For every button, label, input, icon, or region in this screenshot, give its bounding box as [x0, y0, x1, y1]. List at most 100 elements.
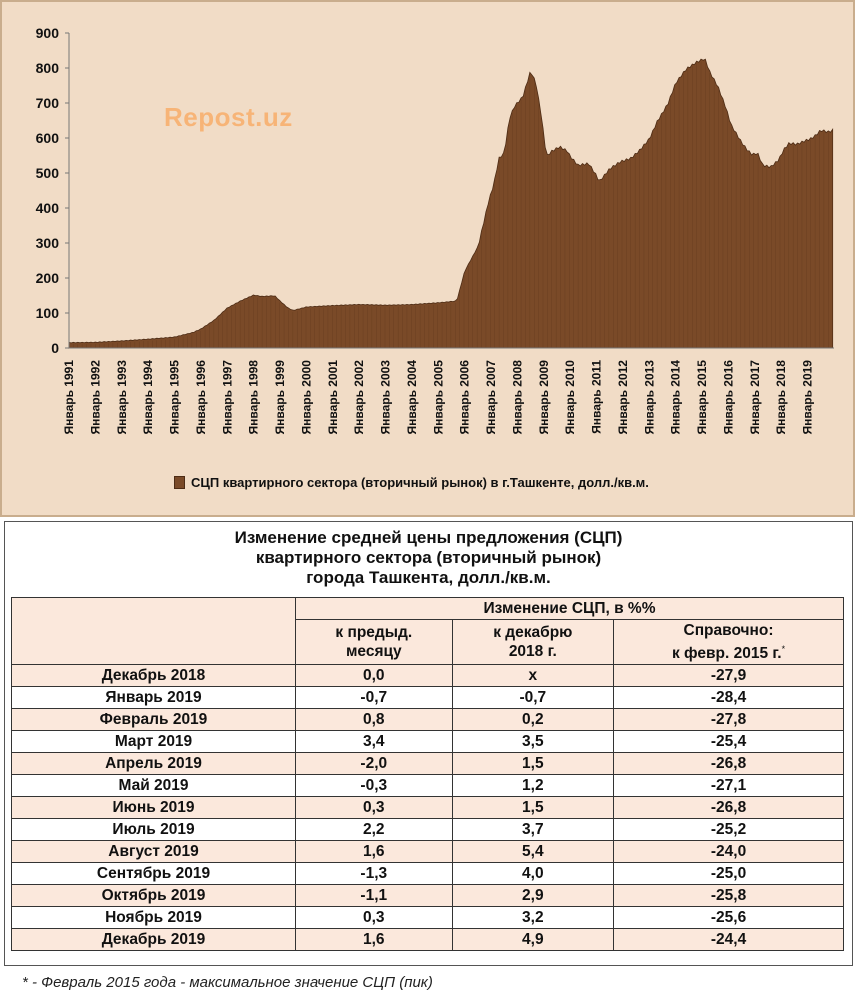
chart-panel: 900 800 700 600 500 400 300 200 100 0 Январь 1991 Я…: [0, 0, 855, 517]
feb-2015-value: -28,4: [613, 686, 844, 709]
dec-2018-value: 3,5: [451, 730, 615, 753]
table-title-line-1: Изменение средней цены предложения (СЦП): [234, 528, 623, 547]
prev-month-value: 1,6: [295, 928, 453, 951]
feb-2015-value: -25,8: [613, 884, 844, 907]
dec-2018-value: 4,0: [451, 862, 615, 885]
prev-month-value: -0,7: [295, 686, 453, 709]
x-tick-label: Январь 1995: [168, 360, 182, 435]
dec-2018-value: х: [451, 664, 615, 687]
corner-cell: [11, 597, 296, 665]
dec-2018-value: -0,7: [451, 686, 615, 709]
row-label: Январь 2019: [11, 686, 296, 709]
feb-2015-value: -25,2: [613, 818, 844, 841]
y-tick-label: 900: [36, 25, 60, 41]
col3-header-line-1: Справочно:: [683, 621, 774, 639]
x-tick-label: Январь 1997: [220, 360, 234, 435]
row-label: Март 2019: [11, 730, 296, 753]
col-header-feb-2015: Справочно: к февр. 2015 г.*: [613, 619, 844, 665]
table-row: Июнь 2019 0,3 1,5 -26,8: [11, 796, 844, 819]
table-row: Декабрь 2019 1,6 4,9 -24,4: [11, 928, 844, 951]
dec-2018-value: 3,7: [451, 818, 615, 841]
table-row: Март 2019 3,4 3,5 -25,4: [11, 730, 844, 753]
row-label: Ноябрь 2019: [11, 906, 296, 929]
feb-2015-value: -26,8: [613, 796, 844, 819]
x-tick-label: Январь 2010: [563, 360, 577, 435]
x-tick-label: Январь 2009: [537, 360, 551, 435]
prev-month-value: 1,6: [295, 840, 453, 863]
x-tick-label: Январь 1994: [141, 360, 155, 435]
row-label: Июнь 2019: [11, 796, 296, 819]
dec-2018-value: 4,9: [451, 928, 615, 951]
x-tick-label: Январь 2003: [379, 360, 393, 435]
prev-month-value: 2,2: [295, 818, 453, 841]
dec-2018-value: 1,5: [451, 796, 615, 819]
prev-month-value: -2,0: [295, 752, 453, 775]
x-tick-label: Январь 1992: [88, 360, 102, 435]
prev-month-value: 0,3: [295, 906, 453, 929]
chart-legend: СЦП квартирного сектора (вторичный рынок…: [174, 475, 649, 490]
col1-header-line-1: к предыд.: [335, 624, 413, 641]
row-label: Май 2019: [11, 774, 296, 797]
change-table: Изменение СЦП, в %% к предыд. месяцу к д…: [11, 597, 844, 951]
x-tick-label: Январь 2016: [722, 360, 736, 435]
y-tick-label: 300: [36, 235, 60, 251]
prev-month-value: 0,8: [295, 708, 453, 731]
col3-header-line-2: к февр. 2015 г.*: [614, 640, 843, 663]
x-tick-label: Январь 2004: [405, 360, 419, 435]
col-header-prev-month: к предыд. месяцу: [295, 619, 453, 665]
legend-swatch: [174, 476, 185, 489]
x-tick-label: Январь 2013: [642, 360, 656, 435]
table-row: Январь 2019 -0,7 -0,7 -28,4: [11, 686, 844, 709]
prev-month-value: -0,3: [295, 774, 453, 797]
col3-header-text: к февр. 2015 г.: [671, 645, 782, 663]
col3-header-mark: *: [781, 643, 786, 654]
table-title-line-3: города Ташкента, долл./кв.м.: [306, 568, 551, 587]
x-tick-label: Январь 2011: [590, 360, 604, 434]
col2-header-line-1: к декабрю: [493, 624, 573, 641]
change-table-panel: Изменение средней цены предложения (СЦП)…: [4, 521, 853, 966]
feb-2015-value: -24,0: [613, 840, 844, 863]
y-tick-label: 600: [36, 130, 60, 146]
x-tick-label: Январь 1993: [115, 360, 129, 435]
table-row: Июль 2019 2,2 3,7 -25,2: [11, 818, 844, 841]
prev-month-value: 0,3: [295, 796, 453, 819]
watermark: Repost.uz: [164, 102, 293, 132]
dec-2018-value: 0,2: [451, 708, 615, 731]
row-label: Февраль 2019: [11, 708, 296, 731]
col2-header-line-2: 2018 г.: [508, 643, 557, 660]
row-label: Октябрь 2019: [11, 884, 296, 907]
dec-2018-value: 3,2: [451, 906, 615, 929]
x-tick-label: Январь 1996: [194, 360, 208, 435]
feb-2015-value: -26,8: [613, 752, 844, 775]
legend-label: СЦП квартирного сектора (вторичный рынок…: [191, 475, 649, 490]
price-area: [68, 58, 834, 349]
x-tick-label: Январь 2017: [748, 360, 762, 435]
x-tick-label: Январь 2019: [801, 360, 815, 435]
y-tick-label: 800: [36, 60, 60, 76]
table-row: Декабрь 2018 0,0 х -27,9: [11, 664, 844, 687]
feb-2015-value: -25,4: [613, 730, 844, 753]
table-row: Ноябрь 2019 0,3 3,2 -25,6: [11, 906, 844, 929]
x-tick-label: Январь 1999: [273, 360, 287, 435]
feb-2015-value: -27,8: [613, 708, 844, 731]
x-tick-label: Январь 2014: [669, 360, 683, 435]
row-label: Апрель 2019: [11, 752, 296, 775]
x-tick-label: Январь 2008: [510, 360, 524, 435]
y-tick-label: 0: [51, 340, 59, 356]
feb-2015-value: -27,1: [613, 774, 844, 797]
prev-month-value: 3,4: [295, 730, 453, 753]
prev-month-value: -1,3: [295, 862, 453, 885]
dec-2018-value: 5,4: [451, 840, 615, 863]
feb-2015-value: -25,6: [613, 906, 844, 929]
y-tick-label: 500: [36, 165, 60, 181]
row-label: Декабрь 2019: [11, 928, 296, 951]
prev-month-value: -1,1: [295, 884, 453, 907]
feb-2015-value: -27,9: [613, 664, 844, 687]
dec-2018-value: 2,9: [451, 884, 615, 907]
table-row: Апрель 2019 -2,0 1,5 -26,8: [11, 752, 844, 775]
x-tick-label: Январь 2015: [695, 360, 709, 435]
x-tick-label: Январь 2002: [352, 360, 366, 435]
y-tick-label: 200: [36, 270, 60, 286]
y-tick-label: 700: [36, 95, 60, 111]
